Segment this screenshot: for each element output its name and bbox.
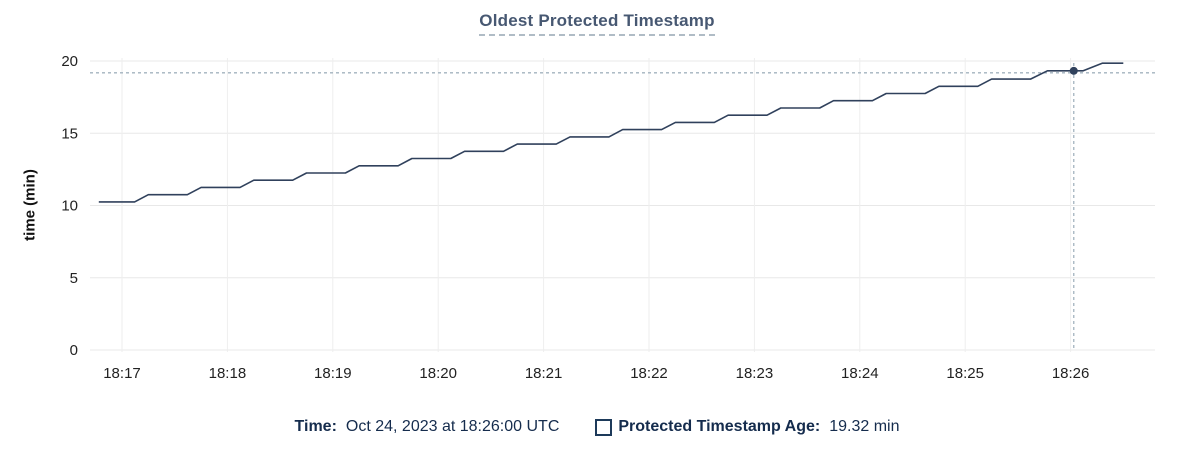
y-tick-label: 0	[70, 342, 78, 359]
hover-tooltip-bar: Time: Oct 24, 2023 at 18:26:00 UTC Prote…	[0, 418, 1194, 436]
x-tick-label: 18:21	[525, 365, 563, 382]
plot-area[interactable]	[90, 61, 1155, 350]
tooltip-metric-label: Protected Timestamp Age:	[618, 418, 821, 435]
tooltip-metric-value: 19.32 min	[829, 418, 900, 435]
x-tick-label: 18:25	[946, 365, 984, 382]
hover-point-dot	[1069, 66, 1078, 75]
tooltip-time-group: Time: Oct 24, 2023 at 18:26:00 UTC	[295, 418, 560, 436]
x-tick-label: 18:22	[630, 365, 668, 382]
chart-title: Oldest Protected Timestamp	[479, 11, 715, 36]
x-tick-label: 18:19	[314, 365, 352, 382]
series-line	[98, 62, 1124, 203]
series-checkbox-icon[interactable]	[595, 418, 613, 436]
x-tick-label: 18:18	[209, 365, 247, 382]
y-tick-label: 10	[61, 198, 78, 215]
tooltip-metric-group: Protected Timestamp Age: 19.32 min	[595, 418, 899, 436]
x-tick-label: 18:20	[419, 365, 457, 382]
chart-canvas[interactable]: 0 5 10 15 20 18:17 18:18 18:19 18:20 18:21 18:22 18…	[0, 0, 1194, 400]
y-tick-label: 20	[61, 53, 78, 70]
x-tick-label: 18:24	[841, 365, 879, 382]
x-tick-label: 18:23	[736, 365, 774, 382]
y-axis-label: time (min)	[21, 169, 39, 241]
y-tick-label: 15	[61, 125, 78, 142]
x-tick-label: 18:17	[103, 365, 141, 382]
x-tick-label: 18:26	[1052, 365, 1090, 382]
tooltip-time-label: Time:	[294, 418, 337, 435]
tooltip-time-value: Oct 24, 2023 at 18:26:00 UTC	[345, 418, 560, 435]
chart-title-row: Oldest Protected Timestamp	[0, 11, 1194, 36]
y-tick-label: 5	[70, 270, 78, 287]
